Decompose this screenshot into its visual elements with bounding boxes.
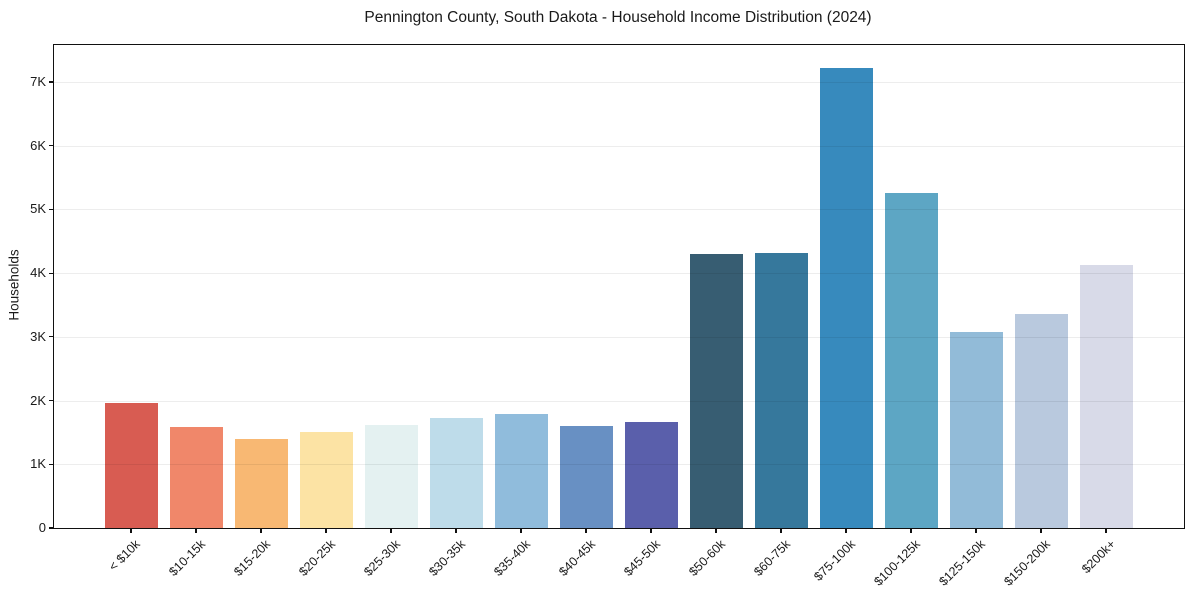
x-tick-label: $50-60k <box>686 537 728 579</box>
bar-$45-50k <box>624 422 678 528</box>
x-tick-label: $25-30k <box>361 537 403 579</box>
gridline-1K <box>54 464 1184 466</box>
y-tick-mark <box>49 208 54 210</box>
bar-$150-200k <box>1014 313 1068 528</box>
bar-$15-20k <box>234 439 288 528</box>
y-tick-mark <box>49 400 54 402</box>
gridline-5K <box>54 209 1184 211</box>
gridline-4K <box>54 273 1184 275</box>
x-tick-label: $20-25k <box>296 537 338 579</box>
x-tick-mark <box>130 528 132 533</box>
x-tick-mark <box>845 528 847 533</box>
bar-$30-35k <box>429 417 483 528</box>
x-tick-mark <box>910 528 912 533</box>
gridline-3K <box>54 336 1184 338</box>
y-tick-label: 6K <box>30 137 46 153</box>
gridline-6K <box>54 145 1184 147</box>
bar-< $10k <box>104 403 158 528</box>
bar-$35-40k <box>494 413 548 528</box>
x-tick-mark <box>975 528 977 533</box>
x-tick-label: $45-50k <box>621 537 663 579</box>
x-tick-label: $75-100k <box>811 537 858 584</box>
bar-$20-25k <box>299 432 353 528</box>
x-tick-label: $40-45k <box>556 537 598 579</box>
x-tick-label: $100-125k <box>871 537 923 589</box>
x-tick-mark <box>325 528 327 533</box>
y-tick-mark <box>49 272 54 274</box>
y-tick-label: 5K <box>30 201 46 217</box>
x-tick-mark <box>260 528 262 533</box>
y-tick-label: 0 <box>38 520 46 535</box>
y-axis-label: Households <box>6 249 22 321</box>
x-tick-label: $125-150k <box>936 537 988 589</box>
bar-$100-125k <box>884 192 938 528</box>
bar-$10-15k <box>169 426 223 528</box>
x-tick-mark <box>585 528 587 533</box>
x-tick-mark <box>650 528 652 533</box>
x-tick-label: $60-75k <box>751 537 793 579</box>
bar-$200k+ <box>1079 264 1133 528</box>
x-tick-mark <box>390 528 392 533</box>
x-tick-label: $200k+ <box>1078 537 1118 577</box>
x-tick-mark <box>520 528 522 533</box>
x-tick-mark <box>780 528 782 533</box>
plot-area: < $10k $10-15k $15-20k $20-25k $25-30k $30-35… <box>30 44 1185 589</box>
y-tick-mark <box>49 336 54 338</box>
x-tick-label: $30-35k <box>426 537 468 579</box>
x-tick-mark <box>715 528 717 533</box>
x-tick-mark <box>195 528 197 533</box>
x-tick-mark <box>1040 528 1042 533</box>
x-tick-label: $15-20k <box>231 537 273 579</box>
y-tick-label: 2K <box>30 392 46 408</box>
bar-$125-150k <box>949 331 1003 528</box>
bar-$50-60k <box>689 254 743 528</box>
x-tick-label: < $10k <box>106 537 143 574</box>
bar-$25-30k <box>364 424 418 528</box>
gridline-2K <box>54 400 1184 402</box>
chart-title: Pennington County, South Dakota - Househ… <box>364 9 872 26</box>
bar-$75-100k <box>819 67 873 528</box>
y-tick-label: 7K <box>30 74 46 89</box>
x-tick-mark <box>1105 528 1107 533</box>
x-tick-label: $10-15k <box>166 537 208 579</box>
y-tick-label: 3K <box>30 328 46 344</box>
gridline-7K <box>54 82 1184 83</box>
bar-$40-45k <box>559 426 613 528</box>
y-tick-mark <box>49 463 54 465</box>
y-tick-mark <box>49 145 54 147</box>
x-tick-label: $35-40k <box>491 537 533 579</box>
x-tick-label: $150-200k <box>1001 537 1053 589</box>
y-tick-mark <box>49 527 54 529</box>
y-tick-label: 1K <box>30 456 46 472</box>
y-tick-label: 4K <box>30 265 46 281</box>
bar-$60-75k <box>754 252 808 528</box>
y-tick-mark <box>49 81 54 83</box>
x-tick-mark <box>455 528 457 533</box>
